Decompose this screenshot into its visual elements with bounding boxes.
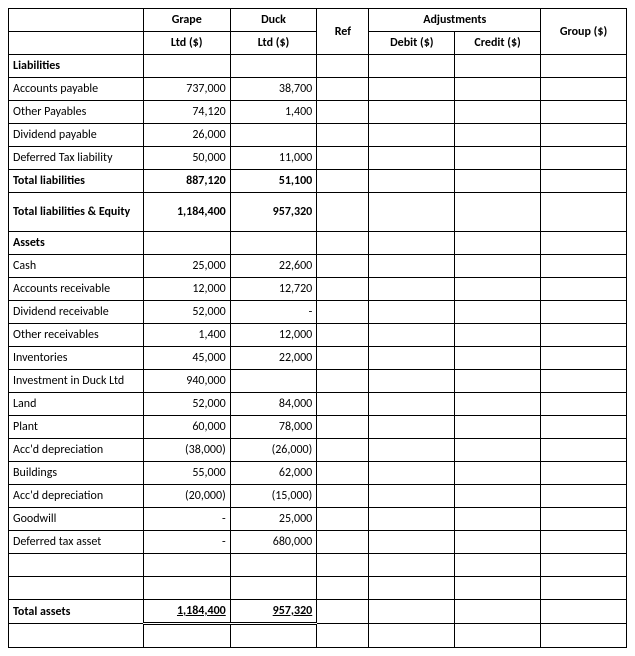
row-investment-duck: Investment in Duck Ltd 940,000 (9, 370, 627, 393)
row-deferred-tax-liability: Deferred Tax liability 50,000 11,000 (9, 147, 627, 170)
cell-label: Dividend receivable (9, 301, 144, 324)
cell-duck: (15,000) (230, 485, 317, 508)
cell-duck: 22,000 (230, 347, 317, 370)
cell-label: Buildings (9, 462, 144, 485)
cell-label: Goodwill (9, 508, 144, 531)
row-blank-1 (9, 554, 627, 577)
cell-duck: 12,000 (230, 324, 317, 347)
cell-duck: 78,000 (230, 416, 317, 439)
cell-label: Land (9, 393, 144, 416)
row-other-receivables: Other receivables 1,400 12,000 (9, 324, 627, 347)
cell-duck: 51,100 (230, 170, 317, 193)
hdr-grape-top: Grape (143, 9, 230, 32)
cell-grape: 60,000 (143, 416, 230, 439)
header-row-1: Grape Duck Ref Adjustments Group ($) (9, 9, 627, 32)
cell-duck (230, 370, 317, 393)
section-assets: Assets (9, 232, 627, 255)
cell-duck: 25,000 (230, 508, 317, 531)
row-blank-2 (9, 577, 627, 600)
cell-grape: 887,120 (143, 170, 230, 193)
row-cash: Cash 25,000 22,600 (9, 255, 627, 278)
row-land: Land 52,000 84,000 (9, 393, 627, 416)
cell-label: Accounts receivable (9, 278, 144, 301)
cell-grape: (38,000) (143, 439, 230, 462)
cell-grape: 52,000 (143, 393, 230, 416)
cell-grape: 1,184,400 (143, 600, 230, 624)
hdr-credit: Credit ($) (455, 32, 541, 55)
cell-label: Total liabilities (9, 170, 144, 193)
row-plant: Plant 60,000 78,000 (9, 416, 627, 439)
row-blank-3 (9, 624, 627, 648)
hdr-ref: Ref (317, 9, 369, 55)
cell-duck: 22,600 (230, 255, 317, 278)
hdr-duck-top: Duck (230, 9, 317, 32)
cell-label: Total assets (9, 600, 144, 624)
cell-grape: 940,000 (143, 370, 230, 393)
cell-label: Inventories (9, 347, 144, 370)
hdr-debit: Debit ($) (369, 32, 455, 55)
cell-duck: 62,000 (230, 462, 317, 485)
row-accounts-receivable: Accounts receivable 12,000 12,720 (9, 278, 627, 301)
row-accd-depr-plant: Acc'd depreciation (38,000) (26,000) (9, 439, 627, 462)
cell-label: Deferred Tax liability (9, 147, 144, 170)
cell-label: Plant (9, 416, 144, 439)
cell-grape: 1,400 (143, 324, 230, 347)
cell-duck (230, 124, 317, 147)
cell-duck: - (230, 301, 317, 324)
cell-duck: 11,000 (230, 147, 317, 170)
cell-duck: 84,000 (230, 393, 317, 416)
cell-grape: 45,000 (143, 347, 230, 370)
cell-grape: 1,184,400 (143, 193, 230, 232)
row-accd-depr-buildings: Acc'd depreciation (20,000) (15,000) (9, 485, 627, 508)
cell-grape: 25,000 (143, 255, 230, 278)
row-total-liabilities: Total liabilities 887,120 51,100 (9, 170, 627, 193)
hdr-adjustments: Adjustments (369, 9, 541, 32)
cell-grape: 737,000 (143, 78, 230, 101)
cell-duck: (26,000) (230, 439, 317, 462)
cell-label: Investment in Duck Ltd (9, 370, 144, 393)
row-total-liabilities-equity: Total liabilities & Equity 1,184,400 957… (9, 193, 627, 232)
cell-label: Other Payables (9, 101, 144, 124)
cell-label: Acc'd depreciation (9, 485, 144, 508)
section-liabilities: Liabilities (9, 55, 627, 78)
row-buildings: Buildings 55,000 62,000 (9, 462, 627, 485)
row-goodwill: Goodwill - 25,000 (9, 508, 627, 531)
cell-label: Accounts payable (9, 78, 144, 101)
cell-label: Cash (9, 255, 144, 278)
cell-grape: 12,000 (143, 278, 230, 301)
hdr-duck-bot: Ltd ($) (230, 32, 317, 55)
row-total-assets: Total assets 1,184,400 957,320 (9, 600, 627, 624)
cell-grape: 26,000 (143, 124, 230, 147)
cell-grape: 74,120 (143, 101, 230, 124)
row-dividend-payable: Dividend payable 26,000 (9, 124, 627, 147)
cell-grape: (20,000) (143, 485, 230, 508)
row-inventories: Inventories 45,000 22,000 (9, 347, 627, 370)
cell-duck: 957,320 (230, 600, 317, 624)
row-dividend-receivable: Dividend receivable 52,000 - (9, 301, 627, 324)
row-other-payables: Other Payables 74,120 1,400 (9, 101, 627, 124)
cell-duck: 38,700 (230, 78, 317, 101)
cell-grape: 52,000 (143, 301, 230, 324)
row-accounts-payable: Accounts payable 737,000 38,700 (9, 78, 627, 101)
cell-grape: 55,000 (143, 462, 230, 485)
cell-duck: 1,400 (230, 101, 317, 124)
assets-label: Assets (9, 232, 144, 255)
cell-label: Dividend payable (9, 124, 144, 147)
cell-label: Total liabilities & Equity (9, 193, 144, 232)
cell-duck: 12,720 (230, 278, 317, 301)
hdr-group: Group ($) (541, 9, 627, 55)
hdr-grape-bot: Ltd ($) (143, 32, 230, 55)
cell-duck: 957,320 (230, 193, 317, 232)
cell-grape: - (143, 508, 230, 531)
cell-label: Other receivables (9, 324, 144, 347)
consolidation-worksheet: Grape Duck Ref Adjustments Group ($) Ltd… (8, 8, 627, 648)
liabilities-label: Liabilities (9, 55, 144, 78)
cell-label: Acc'd depreciation (9, 439, 144, 462)
cell-grape: 50,000 (143, 147, 230, 170)
